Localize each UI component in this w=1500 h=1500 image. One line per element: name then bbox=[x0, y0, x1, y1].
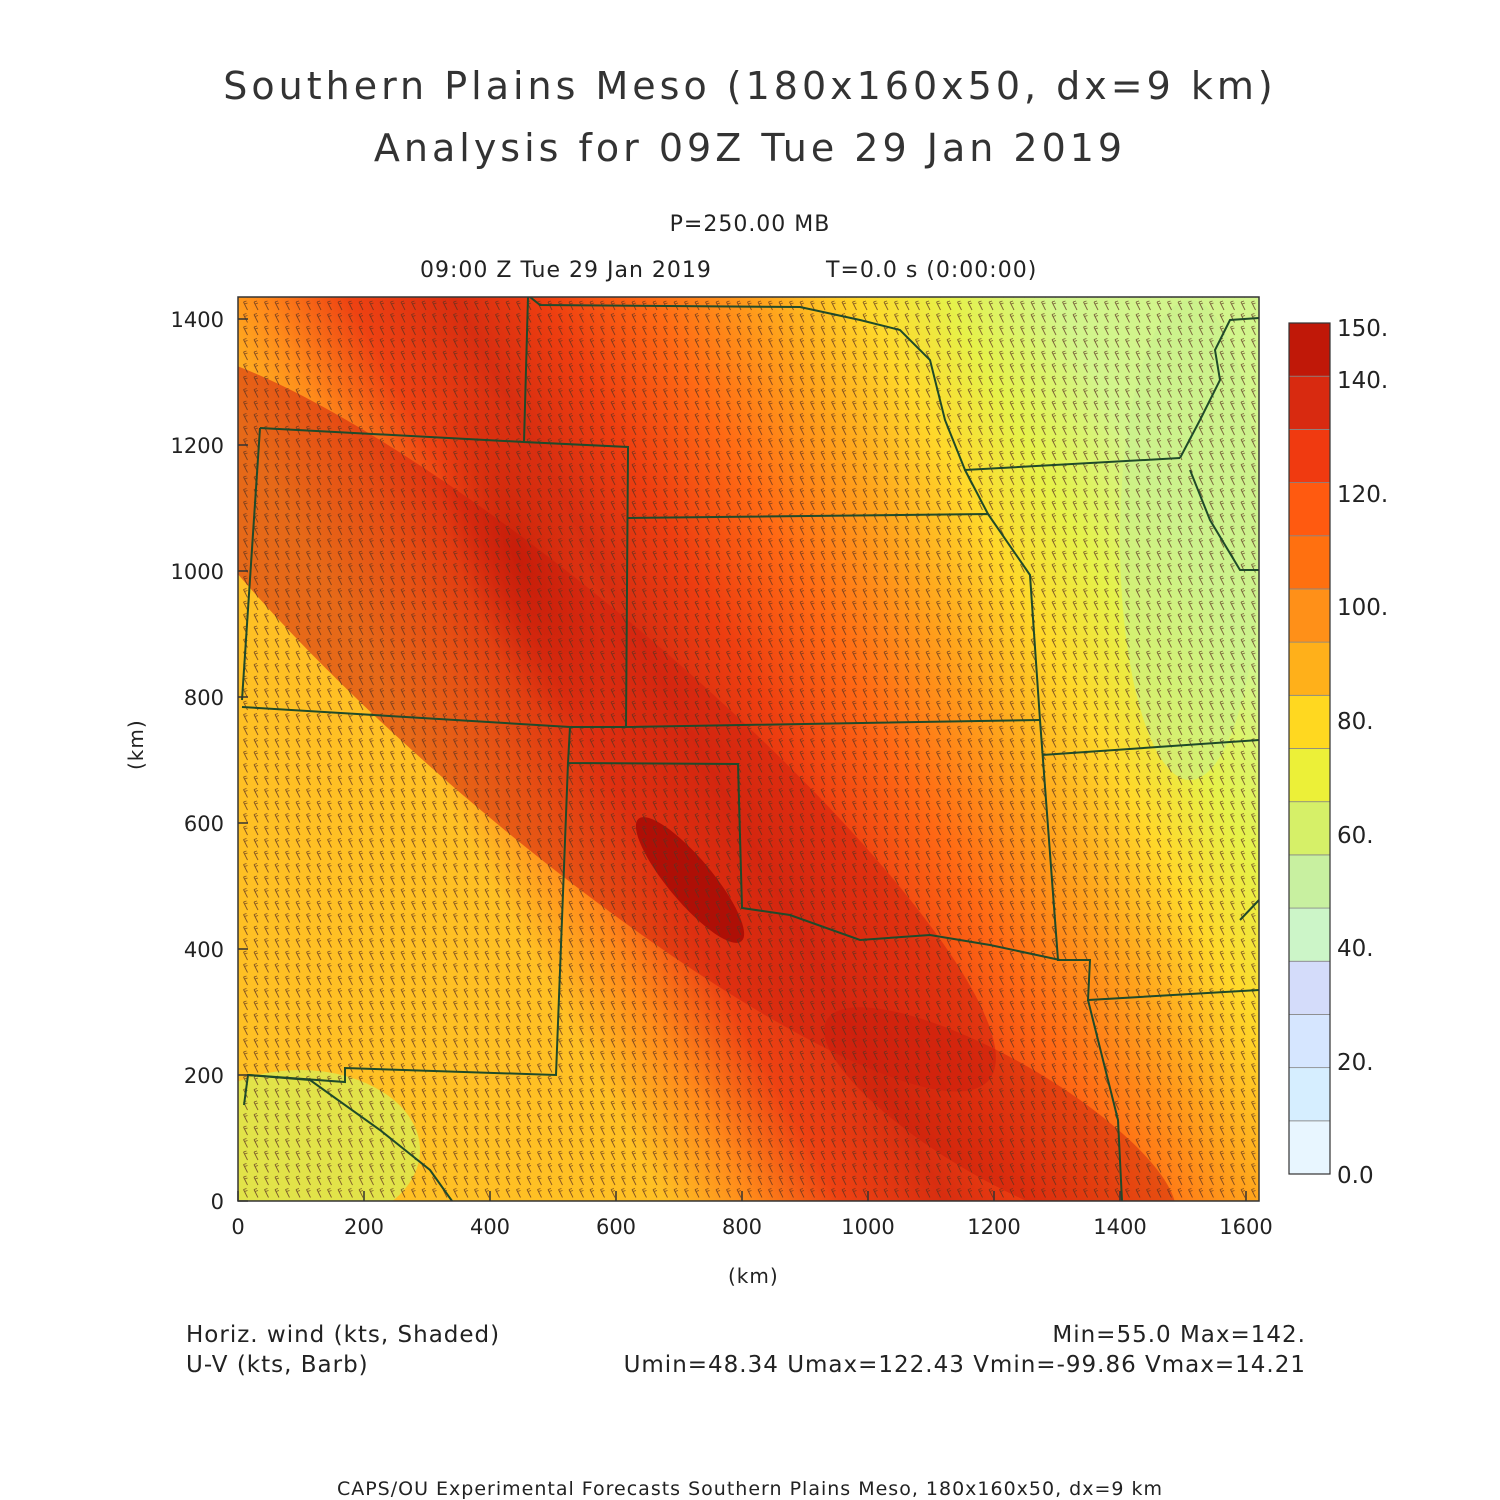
colorbar-swatch bbox=[1288, 907, 1331, 962]
colorbar-label: 0.0 bbox=[1337, 1163, 1374, 1189]
y-tick-label: 1400 bbox=[171, 308, 224, 332]
x-tick-label: 1000 bbox=[841, 1215, 894, 1239]
x-axis-label: (km) bbox=[728, 1264, 779, 1288]
colorbar-swatch bbox=[1288, 960, 1331, 1015]
valid-time: 09:00 Z Tue 29 Jan 2019 bbox=[420, 258, 712, 283]
colorbar bbox=[1288, 322, 1331, 1175]
colorbar-label: 40. bbox=[1337, 936, 1374, 962]
axis-ticks bbox=[237, 318, 1247, 1202]
state-boundaries bbox=[241, 297, 1259, 1201]
x-tick-label: 200 bbox=[344, 1215, 384, 1239]
colorbar-swatch bbox=[1288, 641, 1331, 696]
colorbar-swatch bbox=[1288, 1067, 1331, 1122]
y-tick-label: 0 bbox=[211, 1190, 224, 1214]
y-tick-label: 800 bbox=[184, 686, 224, 710]
uv-stats-readout: Umin=48.34 Umax=122.43 Vmin=-99.86 Vmax=… bbox=[623, 1352, 1306, 1378]
colorbar-swatch bbox=[1288, 748, 1331, 803]
plot-frame bbox=[237, 296, 1260, 1202]
y-tick-label: 600 bbox=[184, 812, 224, 836]
x-tick-label: 1400 bbox=[1093, 1215, 1146, 1239]
colorbar-labels: 0.0 20. 40. 60. 80. 100. 120. 140. 150. bbox=[1337, 316, 1388, 1189]
colorbar-label: 100. bbox=[1337, 595, 1388, 621]
colorbar-swatch bbox=[1288, 854, 1331, 909]
colorbar-label: 140. bbox=[1337, 368, 1388, 394]
x-tick-label: 1200 bbox=[967, 1215, 1020, 1239]
colorbar-swatch bbox=[1288, 1014, 1331, 1069]
y-tick-labels: 0 200 400 600 800 1000 1200 1400 bbox=[171, 308, 224, 1214]
x-tick-label: 600 bbox=[596, 1215, 636, 1239]
time-step: T=0.0 s (0:00:00) bbox=[826, 258, 1038, 283]
colorbar-label: 80. bbox=[1337, 709, 1374, 735]
colorbar-swatch bbox=[1288, 801, 1331, 856]
colorbar-swatch bbox=[1288, 535, 1331, 590]
colorbar-swatch bbox=[1288, 1120, 1331, 1175]
field-legend-shaded: Horiz. wind (kts, Shaded) bbox=[186, 1322, 501, 1348]
colorbar-label: 20. bbox=[1337, 1050, 1374, 1076]
colorbar-swatch bbox=[1288, 588, 1331, 643]
map-title-line2: Analysis for 09Z Tue 29 Jan 2019 bbox=[373, 126, 1127, 170]
colorbar-swatch bbox=[1288, 428, 1331, 483]
colorbar-swatch bbox=[1288, 322, 1331, 377]
min-max-readout: Min=55.0 Max=142. bbox=[1052, 1322, 1306, 1348]
x-tick-label: 0 bbox=[231, 1215, 244, 1239]
footer-credit: CAPS/OU Experimental Forecasts Southern … bbox=[336, 1478, 1164, 1500]
x-tick-label: 400 bbox=[470, 1215, 510, 1239]
y-tick-label: 1000 bbox=[171, 560, 224, 584]
y-tick-label: 200 bbox=[184, 1064, 224, 1088]
plot-area bbox=[238, 297, 1259, 1201]
y-tick-label: 1200 bbox=[171, 434, 224, 458]
colorbar-swatch bbox=[1288, 375, 1331, 430]
map-title-line1: Southern Plains Meso (180x160x50, dx=9 k… bbox=[223, 64, 1277, 108]
field-legend-barb: U-V (kts, Barb) bbox=[186, 1352, 369, 1378]
wind-barbs bbox=[238, 297, 1259, 1201]
colorbar-label: 150. bbox=[1337, 316, 1388, 342]
y-axis-label: (km) bbox=[124, 719, 148, 770]
x-tick-labels: 0 200 400 600 800 1000 1200 1400 1600 bbox=[231, 1215, 1272, 1239]
colorbar-label: 60. bbox=[1337, 823, 1374, 849]
colorbar-swatch bbox=[1288, 694, 1331, 749]
colorbar-frame bbox=[1288, 322, 1331, 1175]
y-tick-label: 400 bbox=[184, 938, 224, 962]
x-tick-label: 800 bbox=[722, 1215, 762, 1239]
colorbar-label: 120. bbox=[1337, 482, 1388, 508]
x-tick-label: 1600 bbox=[1219, 1215, 1272, 1239]
pressure-level: P=250.00 MB bbox=[669, 212, 831, 237]
colorbar-swatch bbox=[1288, 482, 1331, 537]
